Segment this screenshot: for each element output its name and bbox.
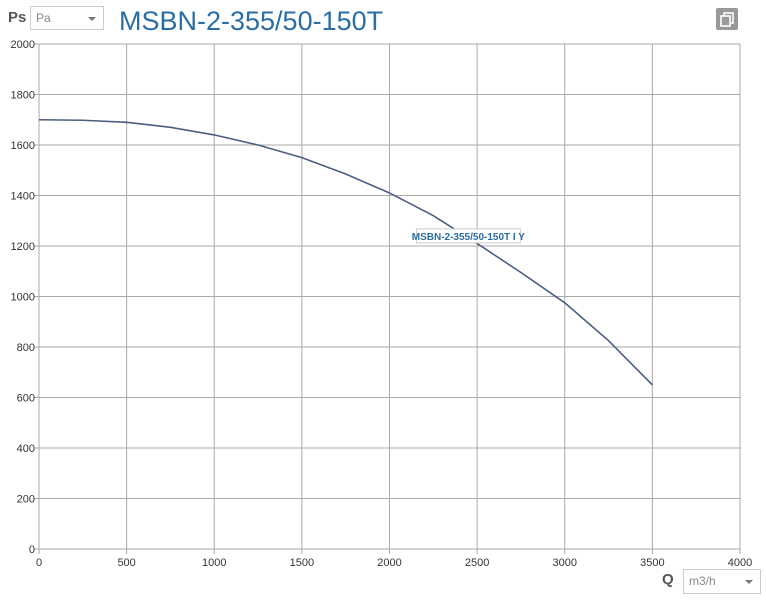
x-tick-label: 1000 (202, 557, 226, 569)
y-tick-label: 1600 (11, 140, 35, 152)
x-tick-label: 1500 (290, 557, 314, 569)
y-tick-label: 1400 (11, 191, 35, 203)
y-tick-label: 1800 (11, 90, 35, 102)
x-tick-label: 3500 (640, 557, 664, 569)
y-tick-label: 1200 (11, 241, 35, 253)
y-tick-label: 1000 (11, 292, 35, 304)
series-label-box (415, 228, 521, 244)
y-tick-label: 0 (29, 544, 35, 556)
chevron-down-icon (88, 17, 96, 21)
series-label: MSBN-2-355/50-150T I Y (412, 232, 526, 243)
x-tick-label: 500 (117, 557, 135, 569)
chevron-down-icon (745, 580, 753, 584)
series-line (38, 118, 653, 386)
x-unit-value: m3/h (689, 574, 716, 588)
chart-title: MSBN-2-355/50-150T (119, 6, 384, 36)
y-axis-label: Ps (8, 9, 27, 26)
y-tick-label: 400 (17, 443, 35, 455)
y-tick-label: 2000 (11, 39, 35, 51)
copy-icon[interactable] (716, 8, 738, 30)
x-tick-label: 4000 (728, 557, 752, 569)
y-tick-label: 800 (17, 342, 35, 354)
x-unit-select[interactable]: m3/h (683, 569, 761, 594)
x-tick-label: 3000 (553, 557, 577, 569)
x-tick-label: 2500 (465, 557, 489, 569)
y-tick-label: 600 (17, 393, 35, 405)
x-tick-label: 0 (36, 557, 42, 569)
y-tick-label: 200 (17, 494, 35, 506)
y-unit-value: Pa (36, 11, 51, 25)
y-unit-select[interactable]: Pa (30, 6, 104, 30)
x-tick-label: 2000 (377, 557, 401, 569)
x-axis-label: Q (662, 571, 674, 588)
